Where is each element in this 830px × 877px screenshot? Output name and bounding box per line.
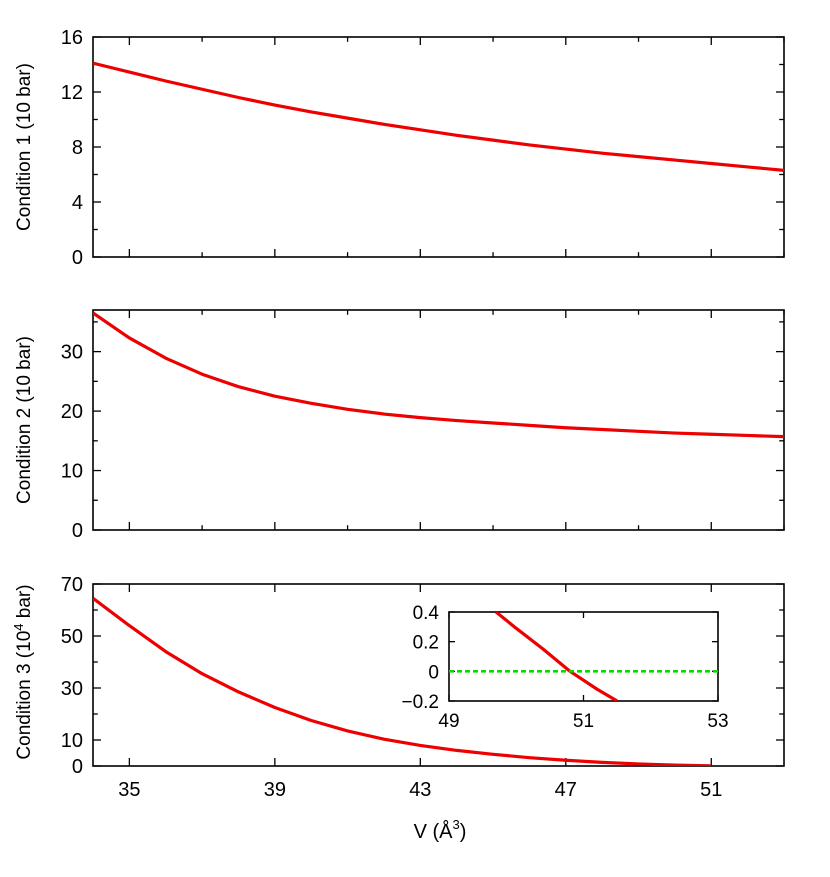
series-line [93,61,784,172]
x-tick-label: 47 [555,779,577,801]
series-line [495,612,618,701]
y-tick-label: 4 [72,192,83,214]
ylabel-condition-3-sup: 4 [11,623,26,630]
x-tick-label: 43 [409,779,431,801]
x-axis-label-main: V (Å [414,820,454,843]
panel-condition-3: Condition 3 (104 bar) 35 39 43 47 51 0 10 30 50 7… [11,574,785,801]
series-line [93,311,784,439]
y-tick-label: 10 [61,730,83,752]
ylabel-condition-3: Condition 3 (104 bar) [11,584,35,759]
y-tick-label: 50 [61,626,83,648]
plot-frame [92,583,785,767]
x-tick-label: 51 [700,779,722,801]
y-tick-label: 20 [61,401,83,423]
y-tick-label: 0 [72,247,83,269]
y-tick-label: −0.2 [401,692,439,713]
y-tick-label: 0 [72,520,83,542]
y-tick-label: 0 [428,662,439,683]
y-tick-label: 70 [61,574,83,596]
panel-inset: 49 51 53 −0.2 0 0.2 0.4 [401,603,728,732]
x-tick-label: 35 [118,779,140,801]
y-tick-label: 0.4 [413,603,440,624]
plot-frame [448,611,719,702]
series-line [93,597,712,766]
panel-condition-2: Condition 2 (10 bar) 0 10 20 30 [14,309,785,542]
y-tick-label: 30 [61,678,83,700]
ylabel-condition-1: Condition 1 (10 bar) [14,63,35,231]
plot-frame [92,36,785,258]
x-axis-label: V (Å3) [414,817,467,843]
y-tick-label: 0 [72,756,83,778]
panel-condition-1: Condition 1 (10 bar) 0 4 8 12 16 [14,27,785,269]
ylabel-condition-3-main: Condition 3 (10 [14,631,35,760]
y-tick-label: 30 [61,342,83,364]
x-axis-label-sup: 3 [453,817,460,832]
x-tick-label: 53 [707,711,728,732]
x-tick-label: 39 [264,779,286,801]
x-tick-label: 49 [438,711,459,732]
y-tick-label: 12 [61,82,83,104]
y-tick-label: 10 [61,461,83,483]
plot-frame [92,309,785,531]
ylabel-condition-2: Condition 2 (10 bar) [14,336,35,504]
y-tick-label: 16 [61,27,83,49]
ylabel-condition-3-tail: bar) [14,584,35,623]
y-tick-label: 8 [72,137,83,159]
x-axis-label-tail: ) [460,821,467,843]
x-tick-label: 51 [573,711,594,732]
y-tick-label: 0.2 [413,633,439,654]
